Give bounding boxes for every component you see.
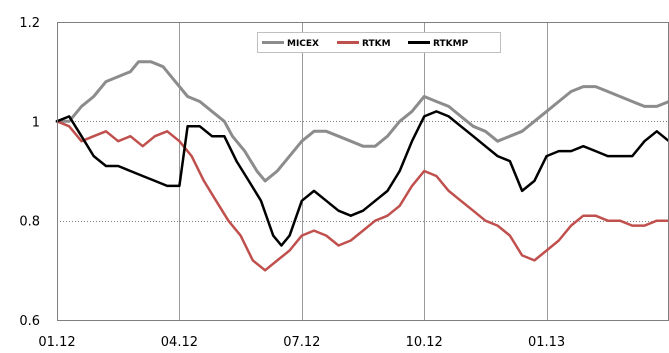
y-tick-label: 0.8	[19, 215, 40, 230]
x-tick-label: 04.12	[161, 335, 198, 350]
y-tick-label: 1.2	[19, 16, 40, 31]
legend-box	[257, 32, 501, 53]
grid	[57, 22, 669, 320]
x-tick-label: 07.12	[283, 335, 320, 350]
series-line-rtkm	[55, 120, 669, 272]
y-axis: 0.6 0.8 1 1.2	[19, 16, 40, 329]
series-lines	[55, 60, 669, 272]
x-axis: 01.12 04.12 07.12 10.12 01.13	[38, 335, 565, 350]
series-line-micex	[55, 60, 669, 183]
x-tick-label: 10.12	[406, 335, 443, 350]
plot-frame	[57, 22, 669, 321]
legend-label-rtkmp: RTKMP	[433, 39, 469, 49]
legend: MICEX RTKM RTKMP	[257, 32, 501, 53]
legend-label-rtkm: RTKM	[362, 39, 391, 49]
x-tick-label: 01.12	[38, 335, 75, 350]
x-tick-label: 01.13	[528, 335, 565, 350]
series-line-rtkmp	[55, 110, 669, 247]
legend-label-micex: MICEX	[287, 39, 319, 49]
y-tick-label: 1	[32, 115, 40, 130]
y-tick-label: 0.6	[19, 314, 40, 329]
